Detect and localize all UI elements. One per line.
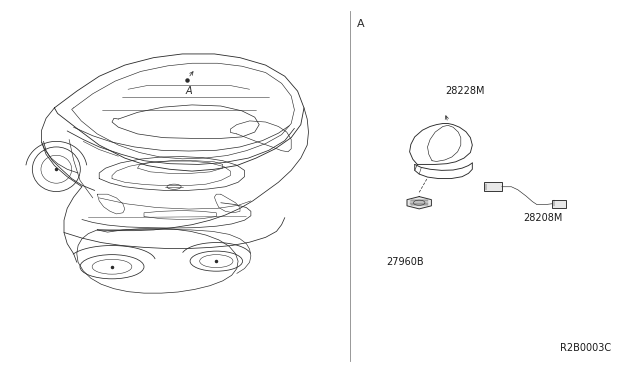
Text: A: A	[357, 19, 365, 29]
Bar	[484, 182, 502, 191]
Text: 27960B: 27960B	[387, 257, 424, 267]
Polygon shape	[407, 196, 431, 209]
Bar	[552, 200, 566, 208]
Text: 28208M: 28208M	[524, 213, 563, 222]
Text: 28228M: 28228M	[445, 86, 484, 96]
Text: A: A	[186, 86, 192, 96]
Text: R2B0003C: R2B0003C	[560, 343, 611, 353]
